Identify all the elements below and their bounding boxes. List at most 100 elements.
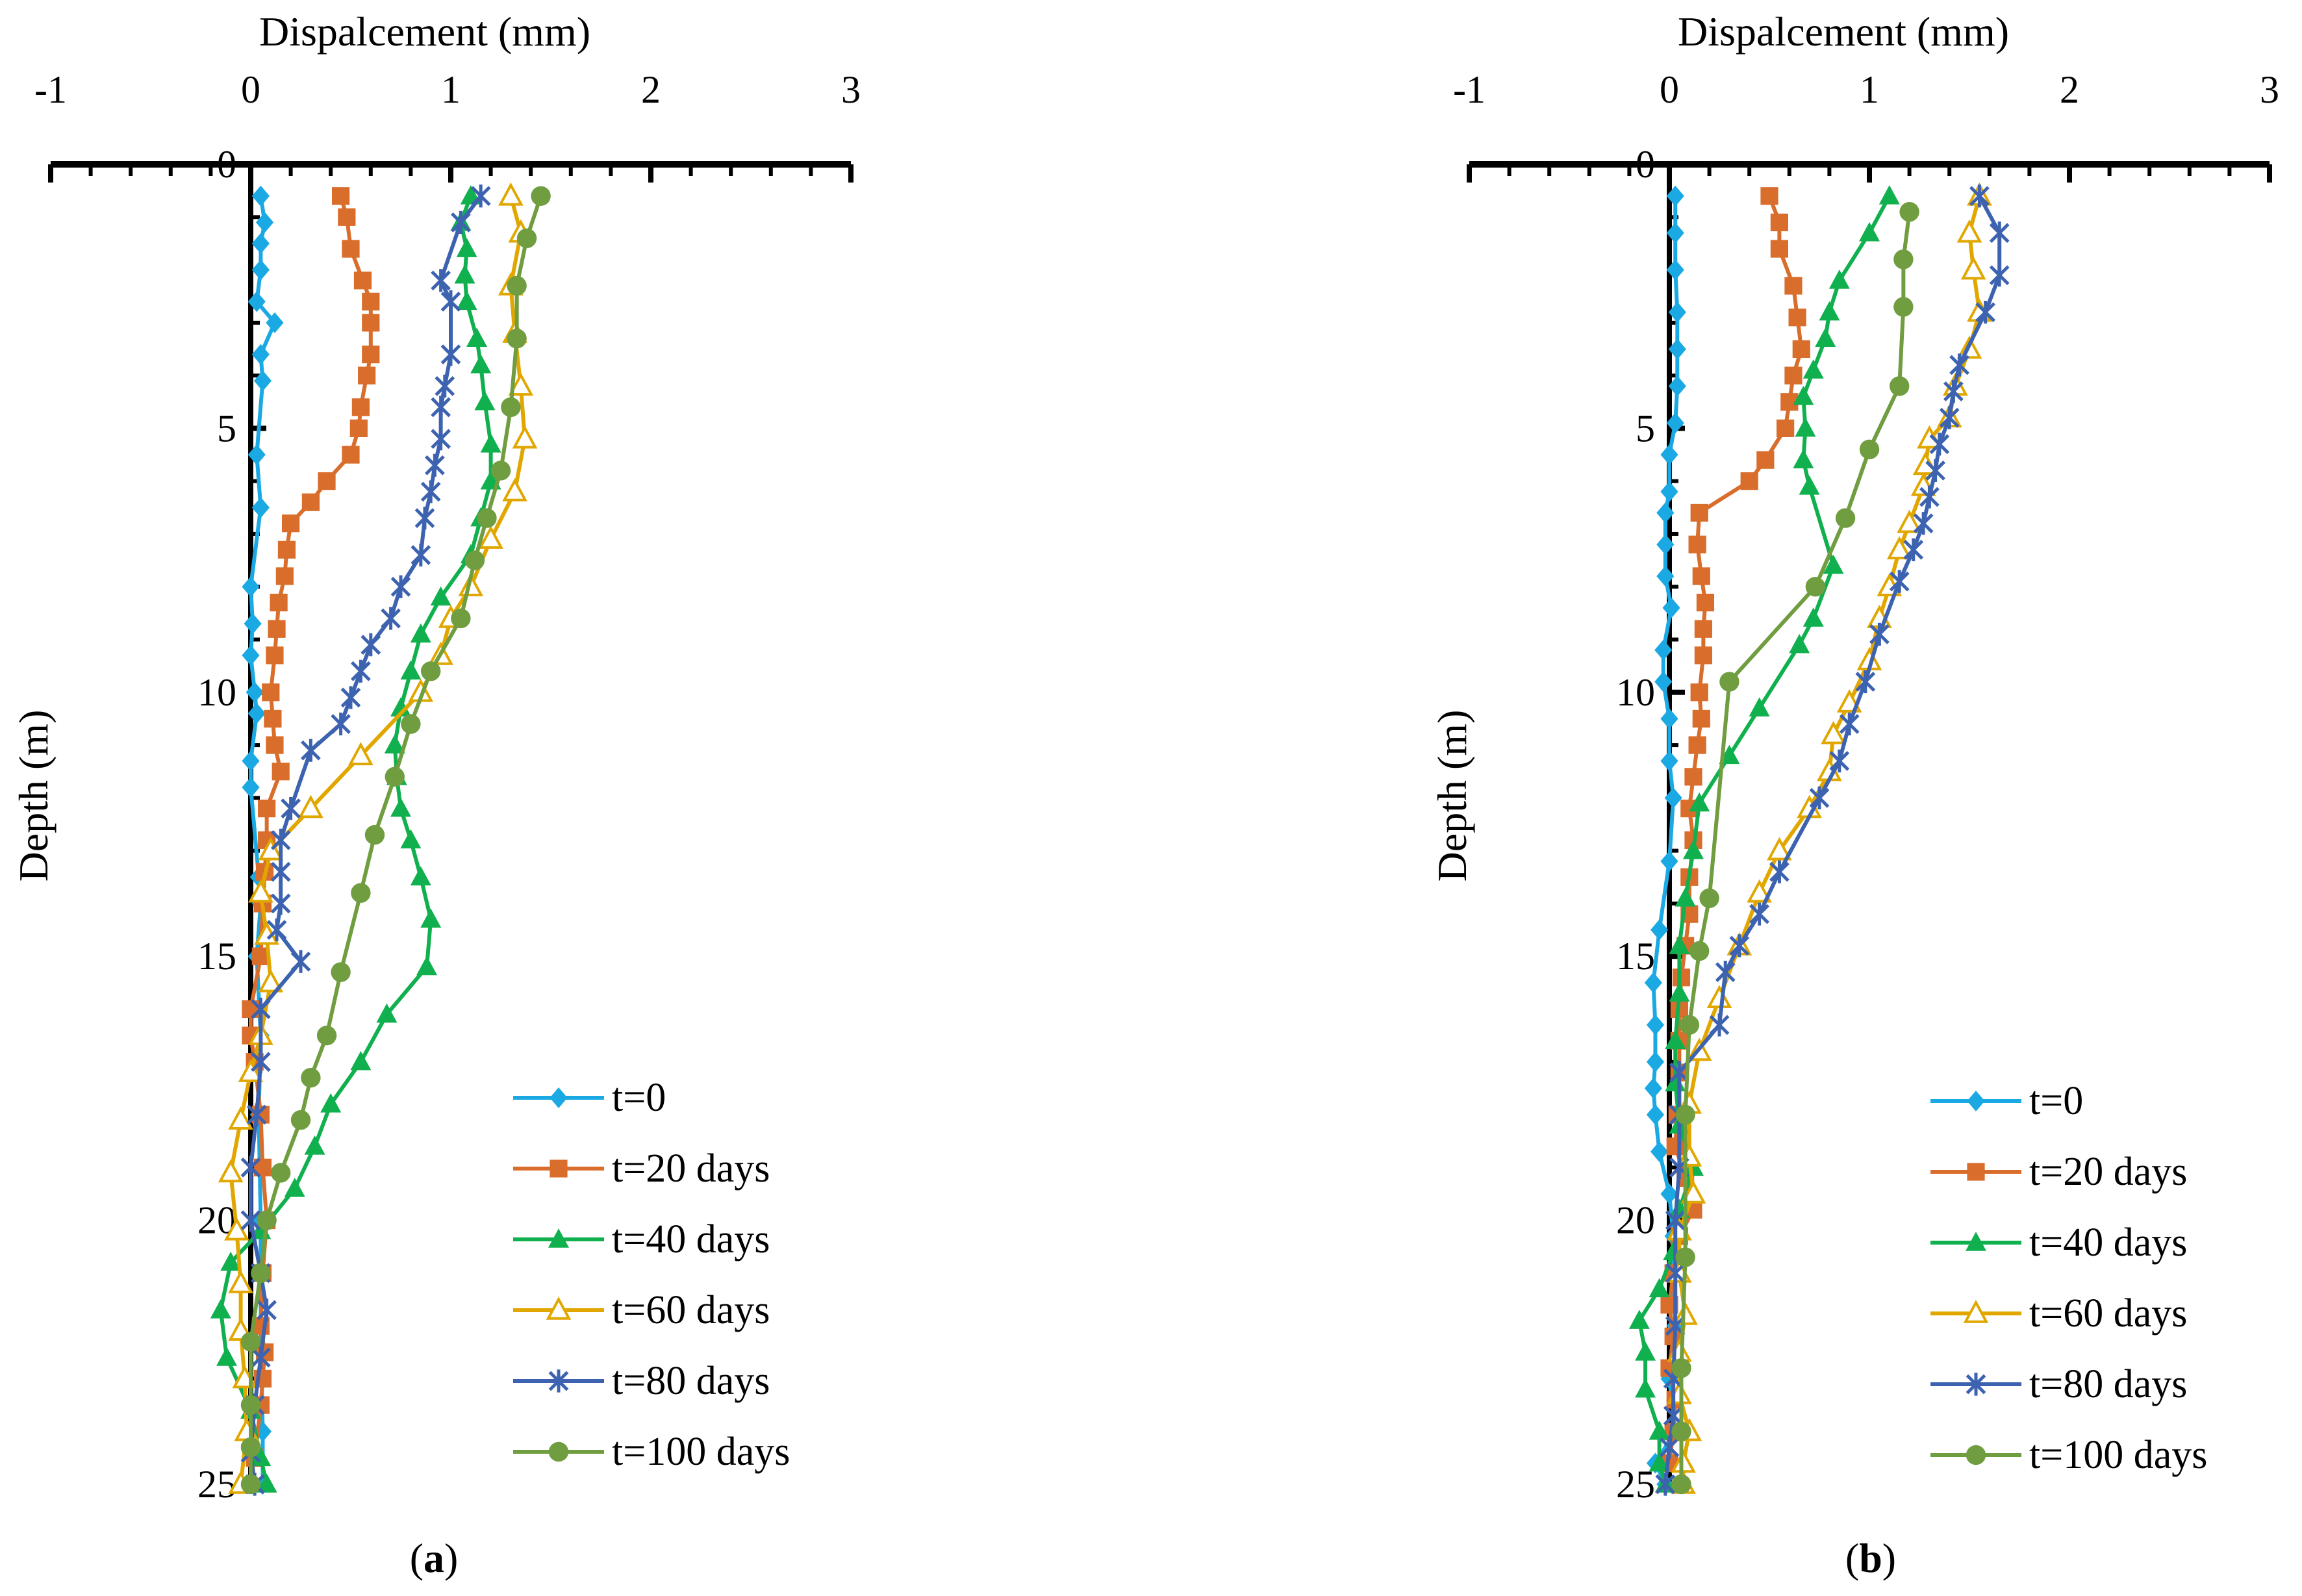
data-point (1690, 683, 1708, 702)
legend-label: t=100 days (612, 1430, 790, 1474)
data-point (1784, 366, 1802, 385)
data-point (228, 1106, 253, 1130)
data-point (1878, 184, 1900, 205)
data-point (351, 398, 370, 416)
x-tick-labels-b: -1 0 1 2 3 (1453, 68, 2279, 111)
data-point (411, 543, 431, 567)
data-point (1666, 222, 1684, 244)
data-point (242, 644, 260, 666)
data-point (1740, 472, 1758, 490)
data-point (1956, 219, 1982, 243)
data-point (381, 607, 401, 630)
data-point (1672, 969, 1691, 987)
data-point (240, 1474, 261, 1495)
data-point (1646, 1051, 1665, 1072)
data-series-a (210, 182, 551, 1496)
data-point (1903, 538, 1924, 561)
data-point (1756, 451, 1775, 469)
data-point (1770, 213, 1788, 232)
data-point (1869, 622, 1890, 646)
x-tick-label: 3 (841, 68, 861, 111)
y-axis-title-a: Depth (m) (10, 710, 57, 882)
data-point (1666, 412, 1684, 434)
data-series-b (1628, 182, 2010, 1496)
x-tick-label: 3 (2260, 68, 2279, 111)
data-point (242, 750, 260, 772)
data-point (255, 212, 274, 233)
data-point (1802, 359, 1824, 379)
panel-label-close-paren: ) (444, 1535, 458, 1581)
data-point (516, 228, 537, 248)
data-point (1839, 712, 1860, 736)
data-point (253, 1421, 272, 1442)
data-point (242, 576, 260, 598)
series-line (229, 195, 527, 1485)
y-tick-label: 25 (1616, 1463, 1655, 1506)
data-point (1939, 406, 1960, 429)
x-axis-title-a: Dispalcement (mm) (259, 8, 590, 55)
data-point (1664, 787, 1682, 809)
data-point (1692, 709, 1710, 728)
data-point (251, 1050, 271, 1074)
data-point (376, 1003, 398, 1023)
y-axis-title-b: Depth (m) (1429, 710, 1475, 882)
legend-label: t=0 (2029, 1079, 2083, 1123)
data-point (1675, 887, 1696, 907)
data-point (1823, 554, 1844, 574)
data-point (272, 763, 290, 781)
data-point (1660, 444, 1678, 466)
data-point (440, 343, 461, 366)
data-point (1699, 888, 1719, 908)
data-point (1682, 839, 1704, 859)
data-point (362, 346, 380, 364)
legend-a: t=0 t=20 days t=40 days t=60 days t=80 d… (513, 1076, 790, 1474)
data-point (332, 187, 350, 205)
data-point (410, 866, 431, 886)
data-point (1929, 433, 1950, 456)
data-point (1666, 1137, 1684, 1156)
data-point (1770, 240, 1788, 258)
data-point (242, 1000, 260, 1019)
data-point (240, 1395, 261, 1415)
data-point (251, 344, 270, 365)
data-point (1749, 697, 1770, 716)
series-t100 (240, 186, 551, 1495)
x-tick-label: 2 (2060, 68, 2079, 111)
data-point (1669, 982, 1690, 1002)
data-point (1671, 1421, 1691, 1441)
data-point (301, 493, 320, 511)
data-point (351, 883, 371, 903)
data-point (244, 613, 262, 635)
data-point (1684, 768, 1702, 786)
data-point (1835, 508, 1856, 528)
data-point (454, 264, 475, 284)
data-point (502, 477, 527, 501)
legend-swatch-marker (1963, 1299, 1989, 1323)
data-point (1975, 300, 1996, 324)
data-point (240, 1332, 261, 1352)
chart-panel-b: -1 0 1 2 3 0 5 10 15 20 25 Dispalcement … (1429, 8, 2279, 1581)
y-tick-labels-a: 0 5 10 15 20 25 (197, 143, 236, 1506)
data-point (440, 290, 461, 313)
data-point (1688, 535, 1706, 553)
data-point (351, 659, 371, 683)
panel-label-letter: a (424, 1535, 444, 1581)
data-point (264, 709, 282, 728)
data-point (1663, 1404, 1684, 1427)
data-point (431, 427, 451, 451)
data-point (1893, 297, 1914, 317)
legend-swatch-marker (1966, 1373, 1986, 1396)
data-point (1649, 1452, 1670, 1472)
data-point (240, 1437, 261, 1458)
series-t40 (1628, 184, 1900, 1493)
data-point (242, 777, 260, 798)
data-point (1989, 264, 2010, 287)
data-point (1815, 327, 1836, 348)
legend-label: t=100 days (2029, 1433, 2207, 1477)
data-point (1897, 509, 1922, 533)
data-point (1859, 439, 1880, 460)
y-tick-label: 20 (1616, 1199, 1655, 1242)
data-point (275, 567, 294, 585)
data-point (257, 1210, 277, 1230)
data-point (338, 208, 356, 226)
